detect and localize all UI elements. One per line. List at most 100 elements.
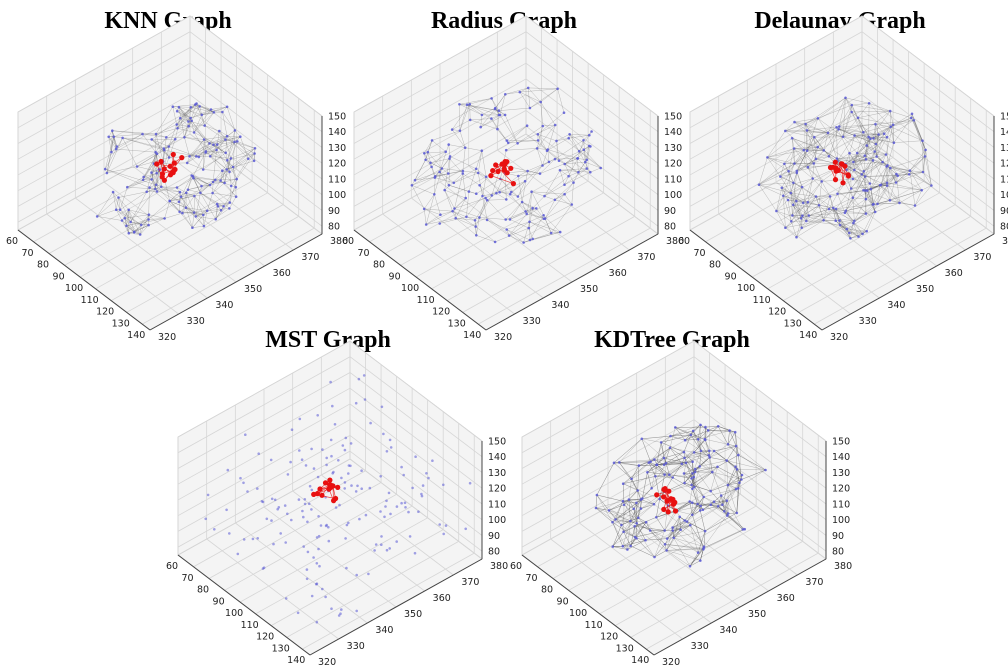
- graph-edge: [669, 474, 692, 479]
- graph-node: [708, 449, 711, 453]
- graph-edge: [97, 216, 123, 221]
- graph-edge: [783, 195, 808, 203]
- graph-edge: [142, 133, 156, 153]
- x-tick-label: 80: [709, 260, 721, 271]
- graph-edge: [486, 219, 510, 236]
- x-tick-label: 100: [65, 283, 83, 294]
- graph-edge: [571, 182, 574, 205]
- gridline-z-side: [689, 94, 863, 192]
- graph-edge: [813, 150, 824, 164]
- graph-edge: [672, 529, 681, 531]
- graph-node: [468, 118, 472, 122]
- graph-node: [495, 191, 498, 195]
- graph-edge: [153, 153, 158, 164]
- gridline-z-side: [353, 78, 527, 176]
- gridline-y-floor: [292, 490, 425, 592]
- graph-node: [827, 207, 831, 211]
- graph-edge: [517, 165, 543, 197]
- y-tick-label: 320: [662, 657, 680, 666]
- graph-edge: [237, 141, 255, 161]
- graph-edge: [494, 108, 506, 116]
- graph-edge: [227, 136, 241, 137]
- graph-node: [135, 165, 139, 168]
- graph-edge: [877, 202, 900, 205]
- graph-node: [872, 202, 875, 206]
- x-tick-label: 120: [256, 632, 274, 643]
- graph-edge: [817, 104, 852, 119]
- graph-edge: [867, 190, 876, 212]
- graph-edge: [882, 161, 910, 175]
- y-tick-label: 330: [347, 641, 365, 652]
- graph-edge: [776, 210, 786, 228]
- graph-edge: [645, 527, 673, 541]
- graph-node: [712, 449, 716, 453]
- graph-edge: [462, 173, 466, 199]
- graph-edge: [636, 498, 643, 524]
- graph-edge: [684, 482, 711, 492]
- graph-edge: [692, 471, 696, 489]
- graph-edge: [230, 141, 238, 159]
- graph-edge: [850, 236, 859, 239]
- z-tick-label: 130: [664, 143, 682, 154]
- graph-edge: [783, 195, 792, 222]
- graph-node: [692, 451, 696, 454]
- graph-node: [310, 594, 314, 598]
- graph-edge: [862, 203, 878, 234]
- graph-edge: [199, 106, 214, 113]
- gridline-y-floor: [75, 197, 208, 299]
- graph-edge: [787, 199, 808, 203]
- graph-node: [689, 523, 692, 527]
- graph-edge: [222, 111, 228, 137]
- graph-node: [708, 456, 711, 459]
- graph-node: [379, 510, 382, 513]
- graph-edge: [564, 182, 574, 195]
- graph-edge: [169, 191, 181, 202]
- graph-node: [312, 467, 316, 470]
- y-tick-label: 350: [404, 609, 422, 620]
- graph-edge: [180, 189, 189, 197]
- graph-node: [115, 145, 119, 148]
- graph-edge: [815, 196, 830, 210]
- graph-edge: [188, 125, 205, 127]
- graph-node: [126, 185, 129, 189]
- graph-edge: [844, 152, 858, 166]
- graph-edge: [425, 159, 432, 168]
- graph-edge: [818, 196, 831, 206]
- graph-node: [633, 524, 636, 528]
- graph-node: [190, 174, 193, 177]
- graph-node: [530, 190, 533, 193]
- graph-node: [795, 199, 798, 203]
- graph-edge: [452, 129, 466, 148]
- graph-node: [536, 133, 540, 136]
- graph-edge: [543, 215, 561, 233]
- gridline-z-side: [353, 47, 527, 144]
- z-tick-label: 80: [488, 547, 500, 558]
- graph-node: [349, 464, 352, 468]
- graph-node: [302, 545, 305, 548]
- gridline-y-floor: [161, 149, 294, 251]
- graph-edge: [522, 201, 537, 209]
- core-node: [170, 151, 176, 158]
- graph-edge: [529, 215, 544, 241]
- graph-node: [728, 429, 731, 432]
- graph-node: [150, 171, 153, 174]
- graph-edge: [187, 162, 204, 170]
- graph-edge: [235, 179, 237, 188]
- graph-node: [228, 532, 231, 535]
- graph-edge: [195, 210, 222, 217]
- graph-edge: [143, 163, 154, 178]
- graph-edge: [776, 195, 784, 212]
- graph-node: [716, 505, 720, 508]
- gridline-z-back: [861, 78, 995, 180]
- graph-edge: [886, 165, 888, 183]
- graph-edge: [823, 220, 850, 234]
- graph-node: [886, 164, 889, 167]
- graph-edge: [448, 144, 451, 157]
- graph-node: [582, 139, 585, 142]
- graph-node: [556, 87, 559, 91]
- graph-edge: [669, 461, 693, 475]
- z-tick-label: 100: [328, 190, 346, 201]
- graph-edge: [623, 483, 660, 500]
- graph-edge: [890, 111, 891, 127]
- z-tick-label: 100: [664, 190, 682, 201]
